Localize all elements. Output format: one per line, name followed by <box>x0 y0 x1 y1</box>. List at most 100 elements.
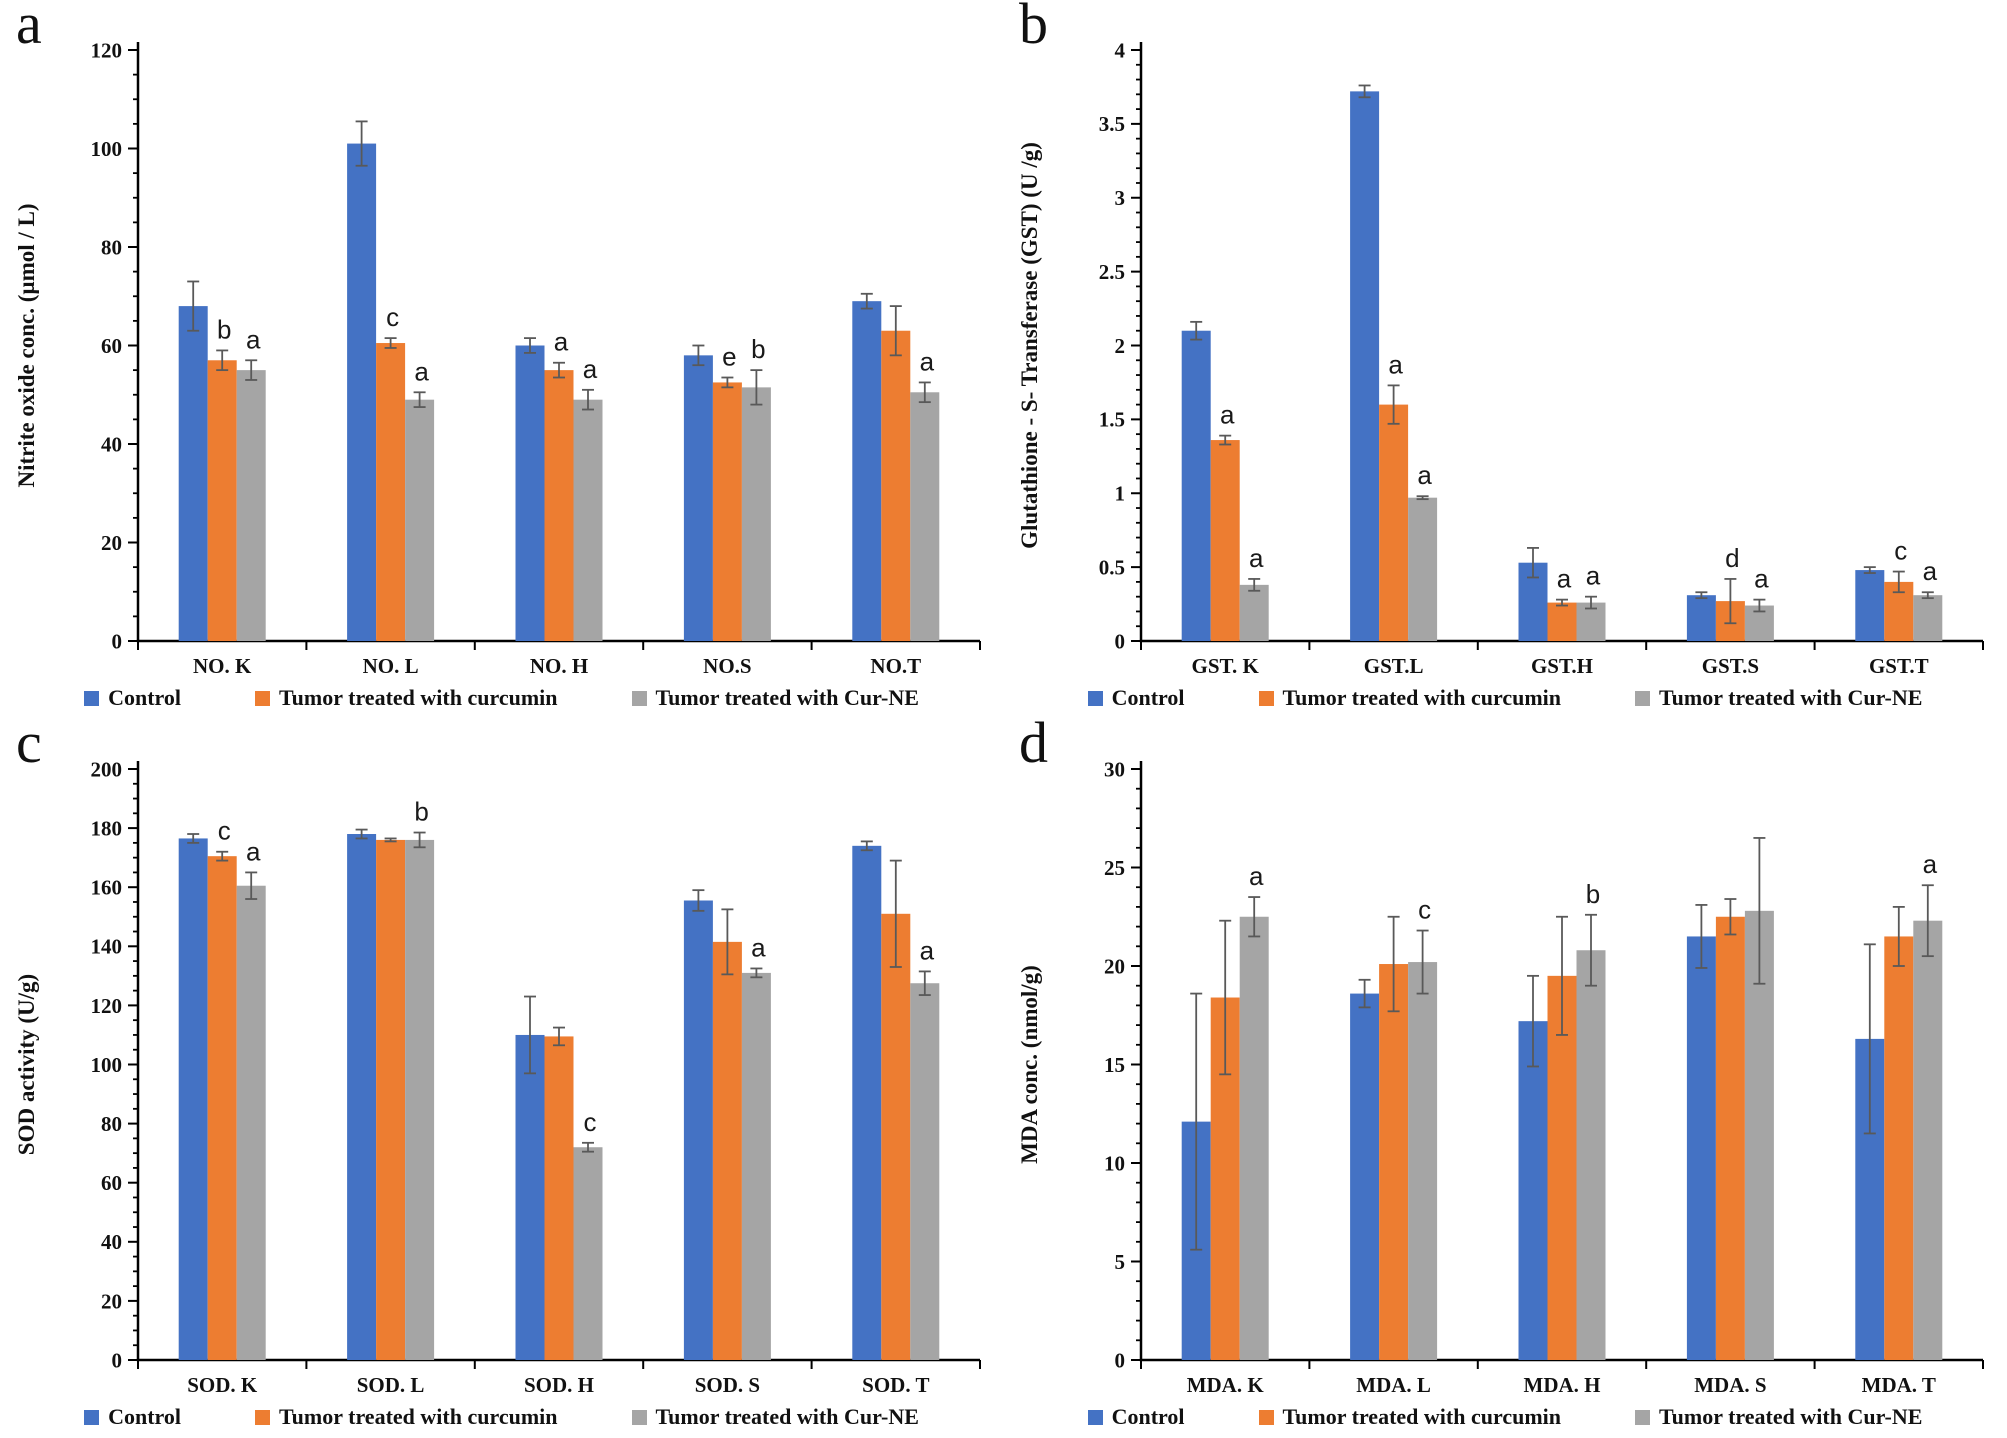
legend-item-curne: Tumor treated with Cur-NE <box>631 1404 919 1430</box>
legend-label-control: Control <box>1111 685 1185 710</box>
significance-letter: a <box>1923 556 1938 586</box>
legend-label-control: Control <box>108 685 182 710</box>
bar-curne <box>236 885 266 1360</box>
legend-item-curcumin: Tumor treated with curcumin <box>255 1404 558 1430</box>
legend-label-curcumin: Tumor treated with curcumin <box>279 1404 558 1429</box>
bar-curcumin <box>207 856 237 1360</box>
bar-curne <box>741 387 771 641</box>
y-tick-label: 80 <box>101 235 122 259</box>
significance-letter: d <box>1725 543 1739 573</box>
legend-swatch-curne <box>631 1409 647 1425</box>
legend-item-control: Control <box>84 685 181 711</box>
bar-curcumin <box>1547 975 1577 1360</box>
y-tick-label: 20 <box>1104 954 1125 978</box>
bar-curne <box>573 1147 603 1360</box>
legend-label-curne: Tumor treated with Cur-NE <box>1659 685 1923 710</box>
category-label: SOD. K <box>187 1373 258 1397</box>
bar-curcumin <box>1884 936 1914 1360</box>
y-tick-label: 25 <box>1104 856 1125 880</box>
bar-curcumin <box>376 343 406 641</box>
bar-control <box>347 143 377 641</box>
y-tick-label: 1.5 <box>1099 408 1125 432</box>
bar-curcumin <box>1379 404 1409 641</box>
significance-letter: c <box>386 302 399 332</box>
bar-control <box>1350 993 1380 1360</box>
legend-swatch-curne <box>631 690 647 706</box>
y-tick-label: 3 <box>1115 186 1126 210</box>
y-axis-label: MDA conc. (nmol/g) <box>1017 965 1042 1164</box>
y-tick-label: 100 <box>91 137 123 161</box>
category-label: SOD. T <box>862 1373 929 1397</box>
y-tick-label: 60 <box>101 334 122 358</box>
y-tick-label: 5 <box>1115 1250 1126 1274</box>
legend-label-curcumin: Tumor treated with curcumin <box>279 685 558 710</box>
bar-curne <box>1913 595 1943 641</box>
chart-d: 0 5 10 15 20 25 30 MDA conc. (nmol/g) MDA. K MDA.… <box>1017 757 1984 1397</box>
y-tick-label: 180 <box>91 816 123 840</box>
bar-curcumin <box>544 370 574 641</box>
bar-control <box>852 301 882 641</box>
significance-letter: a <box>920 346 935 376</box>
category-label: MDA. T <box>1862 1373 1936 1397</box>
legend-swatch-control <box>1087 690 1103 706</box>
bar-curne <box>910 392 940 641</box>
significance-letter: c <box>1894 536 1907 566</box>
legend-swatch-curcumin <box>1258 1409 1274 1425</box>
legend-swatch-control <box>1087 1409 1103 1425</box>
y-tick-label: 40 <box>101 1230 122 1254</box>
bar-control <box>1181 330 1211 641</box>
category-label: NO. H <box>530 654 588 678</box>
legend-item-curne: Tumor treated with Cur-NE <box>1635 1404 1922 1430</box>
bar-control <box>178 306 208 641</box>
y-tick-label: 0 <box>112 1348 123 1372</box>
bar-control <box>178 838 208 1360</box>
bar-curcumin <box>1715 916 1745 1360</box>
panel-b: b 0 0.5 1 1.5 2 2.5 3 3.5 4 Glutathione - S- Tran… <box>1003 0 2007 719</box>
category-label: NO. K <box>193 654 252 678</box>
y-tick-label: 140 <box>91 935 123 959</box>
legend-label-curne: Tumor treated with Cur-NE <box>1659 1404 1923 1429</box>
significance-letter: a <box>583 354 598 384</box>
panel-b-letter: b <box>1019 0 1048 56</box>
bar-curcumin <box>1547 602 1577 641</box>
legend-item-control: Control <box>84 1404 181 1430</box>
significance-letter: a <box>1586 561 1601 591</box>
bar-curcumin <box>712 941 742 1360</box>
legend-swatch-curne <box>1635 1409 1651 1425</box>
y-tick-label: 120 <box>91 994 123 1018</box>
category-label: SOD. S <box>695 1373 760 1397</box>
panel-a-letter: a <box>16 0 42 56</box>
bar-control <box>1686 936 1716 1360</box>
category-label: GST.L <box>1364 654 1424 678</box>
legend-swatch-control <box>84 1409 100 1425</box>
category-label: GST.S <box>1702 654 1759 678</box>
legend-d: Control Tumor treated with curcumin Tumo… <box>1003 1404 2007 1430</box>
significance-letter: b <box>414 797 428 827</box>
bar-curcumin <box>1379 964 1409 1360</box>
significance-letter: a <box>1923 849 1938 879</box>
bar-control <box>1350 91 1380 642</box>
significance-letter: a <box>1417 460 1432 490</box>
bar-control <box>515 1034 545 1360</box>
significance-letter: a <box>1220 400 1235 430</box>
y-tick-label: 80 <box>101 1112 122 1136</box>
bar-curne <box>1744 910 1774 1360</box>
bar-control <box>683 900 713 1360</box>
significance-letter: a <box>1249 861 1264 891</box>
significance-letter: c <box>218 816 231 846</box>
y-tick-label: 2.5 <box>1099 260 1125 284</box>
significance-letter: a <box>554 327 569 357</box>
bar-control <box>347 834 377 1360</box>
legend-label-curne: Tumor treated with Cur-NE <box>655 685 919 710</box>
y-axis-label: Nitrite oxide conc. (µmol / L) <box>14 203 39 487</box>
category-label: SOD. H <box>524 1373 594 1397</box>
category-label: MDA. H <box>1524 1373 1601 1397</box>
significance-letter: c <box>1418 895 1431 925</box>
bar-curne <box>236 370 266 641</box>
category-label: NO. L <box>363 654 419 678</box>
legend-label-control: Control <box>1111 1404 1185 1429</box>
significance-letter: e <box>722 342 736 372</box>
y-tick-label: 3.5 <box>1099 112 1125 136</box>
bar-curcumin <box>544 1036 574 1360</box>
